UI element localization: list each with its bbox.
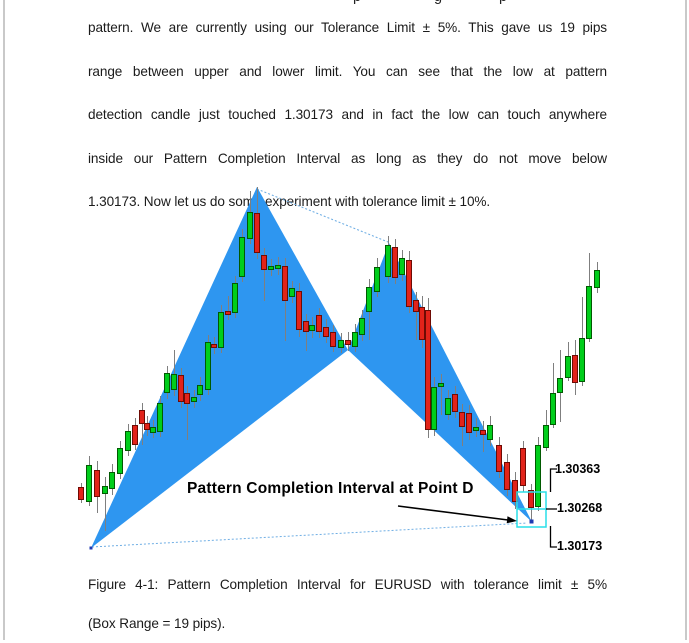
point-x-dot bbox=[90, 547, 93, 550]
annotation-arrow-line bbox=[398, 506, 508, 520]
price-label-mid: 1.30268 bbox=[557, 501, 602, 515]
price-label-upper: 1.30363 bbox=[555, 462, 600, 476]
pattern-completion-annotation: Pattern Completion Interval at Point D bbox=[187, 480, 474, 498]
price-label-lower: 1.30173 bbox=[557, 539, 602, 553]
point-d-dot bbox=[530, 520, 534, 524]
annotation-arrowhead bbox=[507, 516, 517, 523]
